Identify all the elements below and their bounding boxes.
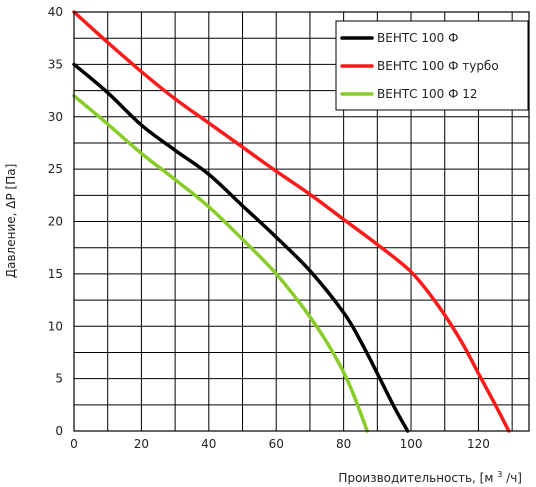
y-tick-labels: 0 5 10 15 20 25 30 35 40 [48, 5, 63, 438]
legend: ВЕНТС 100 Ф ВЕНТС 100 Ф турбо ВЕНТС 100 … [335, 20, 529, 111]
plot-frame [73, 11, 530, 432]
legend-item-3: ВЕНТС 100 Ф 12 [340, 87, 478, 101]
series-line-1 [72, 62, 410, 433]
legend-label-1: ВЕНТС 100 Ф [377, 31, 458, 45]
series-line-2 [72, 10, 511, 433]
x-axis-title-main: Производительность, [м [338, 471, 493, 485]
x-tick-60: 60 [269, 437, 284, 451]
plot-border [73, 11, 530, 432]
x-tick-40: 40 [201, 437, 216, 451]
series-lines [72, 10, 511, 433]
legend-item-2: ВЕНТС 100 Ф турбо [340, 59, 499, 73]
y-tick-20: 20 [48, 215, 63, 229]
x-tick-100: 100 [400, 437, 423, 451]
x-tick-80: 80 [336, 437, 351, 451]
y-tick-15: 15 [48, 267, 63, 281]
y-tick-25: 25 [48, 162, 63, 176]
x-axis-title-superscript: 3 [497, 470, 502, 479]
y-tick-5: 5 [55, 372, 63, 386]
legend-label-2: ВЕНТС 100 Ф турбо [377, 59, 499, 73]
y-tick-35: 35 [48, 57, 63, 71]
x-tick-labels: 0 20 40 60 80 100 120 [70, 437, 490, 451]
x-tick-120: 120 [467, 437, 490, 451]
legend-item-1: ВЕНТС 100 Ф [340, 31, 458, 45]
series-line-3 [72, 94, 369, 433]
y-axis-title: Давление, ΔР [Па] [4, 164, 18, 279]
y-tick-0: 0 [55, 424, 63, 438]
x-tick-20: 20 [134, 437, 149, 451]
y-tick-40: 40 [48, 5, 63, 19]
legend-label-3: ВЕНТС 100 Ф 12 [377, 87, 478, 101]
y-tick-10: 10 [48, 319, 63, 333]
x-tick-0: 0 [70, 437, 78, 451]
x-axis-title: Производительность, [м 3 /ч] [338, 466, 522, 485]
x-axis-title-tail: /ч] [506, 471, 522, 485]
y-tick-30: 30 [48, 110, 63, 124]
